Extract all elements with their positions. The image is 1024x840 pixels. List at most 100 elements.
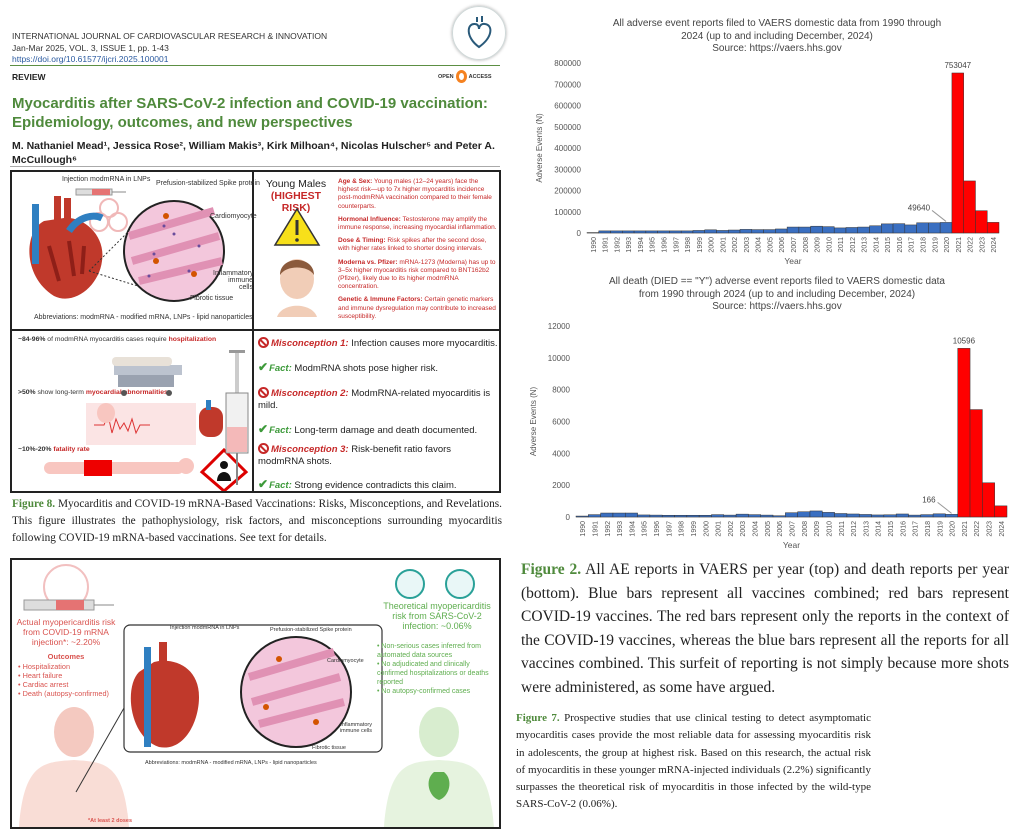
bar-2004 bbox=[751, 229, 764, 234]
x-tick-label: 2004 bbox=[756, 237, 763, 253]
x-tick-label: 2004 bbox=[753, 521, 760, 537]
x-tick-label: 2023 bbox=[979, 237, 986, 253]
x-tick-label: 1998 bbox=[685, 237, 692, 253]
risk-factor-text: Testosterone may amplify the immune resp… bbox=[338, 215, 497, 232]
x-tick-label: 2018 bbox=[925, 521, 932, 537]
label-injection: Injection modmRNA in LNPs bbox=[62, 176, 151, 183]
warning-face-illustration bbox=[273, 207, 321, 317]
chart-1: 0 100000 200000 300000 400000 500000 600000 700… bbox=[535, 59, 1000, 266]
access-label: ACCESS bbox=[468, 73, 492, 80]
risk-factor-head: Age & Sex: bbox=[338, 178, 373, 185]
x-axis-label: Year bbox=[784, 256, 801, 266]
bar-2022 bbox=[963, 180, 976, 234]
misconception-label: Misconception 3: bbox=[271, 444, 349, 455]
outcome-item: • Heart failure bbox=[18, 671, 63, 680]
outcome-item: • Cardiac arrest bbox=[18, 680, 69, 689]
x-tick-label: 2001 bbox=[720, 237, 727, 253]
bar-2006 bbox=[775, 228, 788, 234]
stat-highlight: fatality rate bbox=[53, 446, 90, 453]
x-tick-label: 2008 bbox=[803, 237, 810, 253]
bar-2023 bbox=[975, 210, 988, 234]
x-tick-label: 1990 bbox=[591, 237, 598, 253]
chart-title-line: All death (DIED == "Y") adverse event re… bbox=[609, 276, 945, 287]
y-tick-label: 800000 bbox=[554, 59, 581, 68]
x-tick-label: 2016 bbox=[897, 237, 904, 253]
label-cardiomyocyte: Cardiomyocyte bbox=[327, 658, 364, 664]
figure-7-illustration bbox=[19, 564, 494, 827]
label-inflammatory: Inflammatory immune cells bbox=[213, 270, 254, 291]
x-tick-label: 2007 bbox=[790, 521, 797, 537]
label-spike: Prefusion-stabilized Spike protein bbox=[156, 180, 260, 187]
figure-8-caption: Figure 8. Myocarditis and COVID-19 mRNA-… bbox=[12, 496, 502, 547]
young-males-heading: Young Males (HIGHEST RISK) bbox=[256, 178, 336, 214]
bar-1995 bbox=[645, 230, 658, 234]
journal-logo bbox=[452, 6, 506, 60]
bar-2001 bbox=[716, 230, 729, 234]
fact-label: Fact: bbox=[269, 480, 292, 491]
y-tick-label: 2000 bbox=[552, 481, 570, 490]
x-tick-label: 2000 bbox=[709, 237, 716, 253]
male-torso-green-icon bbox=[384, 707, 494, 827]
bar-1992 bbox=[600, 512, 614, 518]
outcome-item: • Death (autopsy-confirmed) bbox=[18, 689, 109, 698]
figure-7-caption: Figure 7. Prospective studies that use c… bbox=[516, 710, 871, 814]
lnp-icon bbox=[89, 198, 128, 232]
y-tick-label: 600000 bbox=[554, 102, 581, 111]
x-tick-label: 2003 bbox=[740, 521, 747, 537]
theoretical-point: • No autopsy-confirmed cases bbox=[377, 688, 471, 695]
fact-label: Fact: bbox=[269, 425, 292, 436]
x-tick-label: 2017 bbox=[909, 237, 916, 253]
y-tick-label: 8000 bbox=[552, 386, 570, 395]
risk-factor: Genetic & Immune Factors: Certain geneti… bbox=[338, 296, 498, 321]
doi-link[interactable]: https://doi.org/10.61577/ijcri.2025.1000… bbox=[12, 54, 169, 64]
label-injection: Injection modmRNA in LNPs bbox=[170, 625, 240, 631]
bar-2009 bbox=[810, 225, 823, 234]
risk-factors-list: Age & Sex: Young males (12–24 years) fac… bbox=[338, 178, 498, 326]
misconception-text: ModmRNA-related myocarditis is mild. bbox=[258, 388, 491, 411]
bar-2011 bbox=[833, 227, 847, 234]
bar-2019 bbox=[932, 513, 946, 518]
risk-factor-head: Moderna vs. Pfizer: bbox=[338, 258, 398, 266]
bar-1995 bbox=[637, 514, 651, 518]
caption-text: Myocarditis and COVID-19 mRNA-Based Vacc… bbox=[12, 498, 502, 544]
x-tick-label: 2015 bbox=[885, 237, 892, 253]
y-tick-label: 400000 bbox=[554, 144, 581, 153]
bar-1998 bbox=[674, 514, 688, 518]
bar-1998 bbox=[680, 230, 694, 234]
fact-3: ✔Fact: Strong evidence contradicts this … bbox=[258, 478, 498, 492]
article-authors: M. Nathaniel Mead¹, Jessica Rose², Willi… bbox=[12, 140, 495, 166]
syringe-icon bbox=[23, 599, 114, 611]
checkmark-icon: ✔ bbox=[258, 360, 269, 374]
x-tick-label: 2006 bbox=[779, 237, 786, 253]
bar-2015 bbox=[883, 514, 897, 518]
caption-label: Figure 7. bbox=[516, 712, 560, 724]
theoretical-risk-label: Theoretical myopericarditis risk from SA… bbox=[383, 601, 491, 631]
prohibited-icon bbox=[258, 337, 269, 348]
x-tick-label: 2013 bbox=[862, 237, 869, 253]
bar-2007 bbox=[786, 226, 800, 234]
x-tick-label: 2011 bbox=[839, 521, 846, 536]
x-tick-label: 2014 bbox=[873, 237, 880, 253]
theoretical-point: • No adjudicated and clinically confirme… bbox=[377, 661, 489, 686]
y-tick-label: 4000 bbox=[552, 449, 570, 458]
bar-2011 bbox=[834, 513, 848, 518]
x-tick-label: 2005 bbox=[767, 237, 774, 253]
x-tick-label: 1994 bbox=[638, 237, 645, 253]
x-tick-label: 2013 bbox=[863, 521, 870, 537]
x-tick-label: 1995 bbox=[650, 237, 657, 253]
bar-1990 bbox=[575, 515, 589, 518]
bar-2000 bbox=[698, 514, 712, 518]
x-tick-label: 1993 bbox=[617, 521, 624, 537]
bar-2008 bbox=[797, 511, 811, 518]
x-tick-label: 2024 bbox=[991, 237, 998, 253]
x-tick-label: 2010 bbox=[826, 521, 833, 537]
bar-2003 bbox=[735, 513, 749, 518]
bar-2002 bbox=[723, 514, 737, 518]
x-tick-label: 2017 bbox=[913, 521, 920, 537]
stat-text: show long-term bbox=[37, 389, 84, 396]
health-hazard-icon bbox=[199, 447, 249, 491]
x-tick-label: 1995 bbox=[642, 521, 649, 537]
x-tick-label: 2019 bbox=[937, 521, 944, 537]
stat-value: ~84-96% bbox=[18, 336, 46, 343]
bar-2000 bbox=[704, 229, 717, 234]
